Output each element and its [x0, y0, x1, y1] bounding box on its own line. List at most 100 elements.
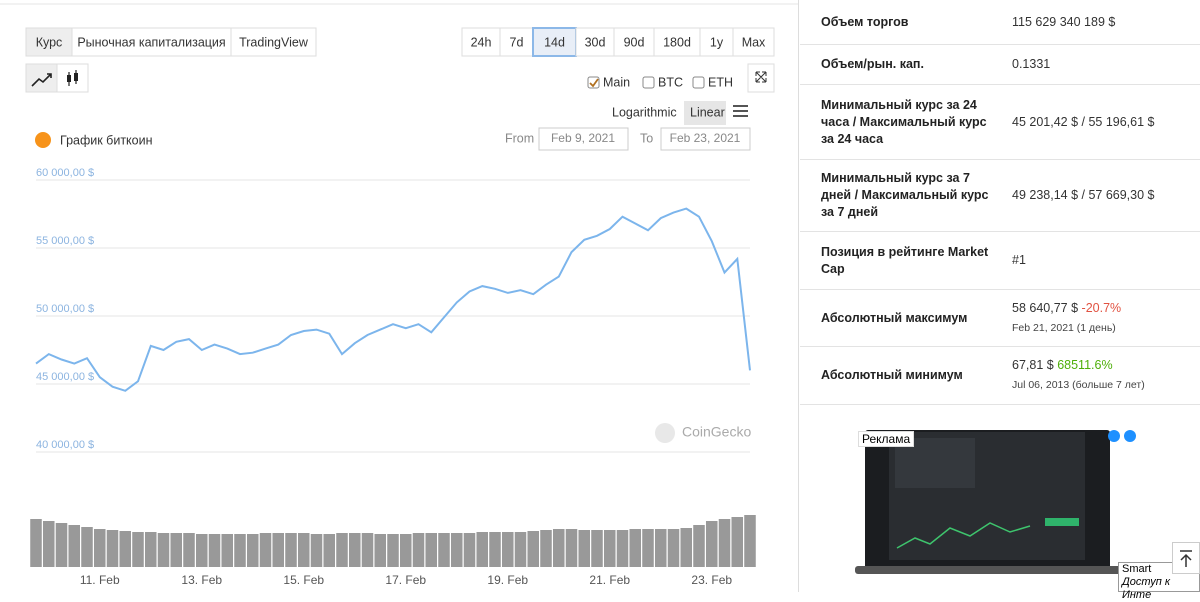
volume-bar: [132, 532, 144, 567]
x-tick-label: 13. Feb: [181, 573, 222, 587]
tab-label: Рыночная капитализация: [77, 35, 225, 49]
tab[interactable]: [230, 27, 317, 57]
volume-bar: [93, 529, 106, 567]
range-button[interactable]: [699, 27, 734, 57]
ad-label: Реклама: [858, 431, 915, 447]
x-tick-label: 19. Feb: [487, 573, 528, 587]
scroll-top[interactable]: [1172, 542, 1200, 574]
volume-bar: [450, 533, 463, 567]
stat-value: 49 238,14 $ / 57 669,30 $: [1012, 188, 1155, 202]
to-label: To: [640, 131, 653, 145]
volume-bar: [591, 530, 603, 567]
volume-bar: [476, 532, 489, 567]
from-label: From: [505, 131, 534, 145]
to-input[interactable]: [660, 127, 751, 151]
range-label: 30d: [585, 35, 606, 49]
scale-active[interactable]: [684, 101, 726, 125]
fullscreen-button[interactable]: [747, 63, 775, 93]
stat-label: Объем/рын. кап.: [821, 57, 924, 71]
ad-tagline: Доступ к Инте: [1122, 576, 1171, 601]
range-label: 1y: [710, 35, 724, 49]
volume-bar: [348, 533, 361, 567]
volume-bar: [170, 533, 183, 567]
stat-label: Минимальный курс за 24 часа / Максимальн…: [821, 97, 987, 146]
scale-option[interactable]: Linear: [690, 105, 725, 119]
stats-table: Объем торгов 115 629 340 189 $ Объем/рын. …: [800, 0, 1200, 405]
stat-value-cell: 49 238,14 $ / 57 669,30 $: [1012, 187, 1155, 204]
stat-change: -20.7%: [1081, 300, 1122, 315]
toggle-label: BTC: [658, 75, 683, 89]
to-date: Feb 23, 2021: [670, 131, 741, 145]
stat-value-cell: 0.1331: [1012, 56, 1050, 73]
volume-bar: [693, 525, 705, 567]
volume-bar: [603, 530, 616, 567]
candle-type-button[interactable]: [56, 63, 89, 93]
volume-bar: [144, 532, 157, 567]
stat-label: Объем торгов: [821, 14, 909, 29]
ad-brand-name: Smart: [1122, 563, 1152, 575]
volume-bar: [55, 523, 68, 567]
ad-image: [855, 430, 1136, 574]
stat-value: 58 640,77 $: [1012, 300, 1079, 315]
watermark-logo: [655, 423, 675, 443]
checkbox[interactable]: [642, 76, 655, 89]
volume-bar: [106, 530, 119, 567]
price-line: [35, 207, 751, 392]
stat-value-line: 58 640,77 $ -20.7%: [1012, 300, 1121, 317]
checkbox[interactable]: [692, 76, 705, 89]
volume-bar: [221, 534, 234, 567]
line-icon: [31, 73, 52, 87]
checkmark: [589, 78, 599, 88]
range-label: 90d: [624, 35, 645, 49]
stat-value-cell: 58 640,77 $ -20.7% Feb 21, 2021 (1 день): [1012, 300, 1121, 337]
range-button[interactable]: [732, 27, 775, 57]
volume-bar: [272, 533, 285, 567]
line-type-button[interactable]: [25, 63, 58, 93]
volume-bar: [259, 533, 272, 567]
x-tick-label: 21. Feb: [589, 573, 630, 587]
volume-bar: [565, 529, 578, 567]
volume-bar: [387, 534, 399, 567]
volume-bar: [501, 532, 514, 567]
volume-bar: [616, 530, 629, 567]
range-label: 7d: [510, 35, 524, 49]
checkbox[interactable]: [587, 76, 600, 89]
volume-bar: [42, 521, 55, 567]
stat-label: Абсолютный минимум: [821, 368, 963, 382]
volume-bar: [234, 534, 246, 567]
menu-icon: [733, 105, 748, 117]
volume-bar: [246, 534, 259, 567]
x-tick-label: 15. Feb: [283, 573, 324, 587]
stat-row: Абсолютный максимум 58 640,77 $ -20.7% Feb…: [800, 290, 1200, 347]
stat-row: Позиция в рейтинге Market Cap #1: [800, 232, 1200, 290]
volume-bar: [297, 533, 310, 567]
volume-bar: [119, 531, 132, 567]
toggle-label: ETH: [708, 75, 733, 89]
stat-note: Jul 06, 2013 (больше 7 лет): [1012, 379, 1145, 391]
stat-value: 67,81 $: [1012, 358, 1054, 372]
stat-label: Абсолютный максимум: [821, 310, 968, 325]
stat-value-cell: 67,81 $ 68511.6% Jul 06, 2013 (больше 7 л…: [1012, 357, 1145, 394]
stat-value: 45 201,42 $ / 55 196,61 $: [1012, 114, 1155, 129]
from-input[interactable]: [538, 127, 629, 151]
scroll-icon: [1180, 550, 1192, 567]
scale-option[interactable]: Logarithmic: [612, 105, 677, 119]
y-tick-label: 55 000,00 $: [36, 235, 94, 247]
volume-bar: [183, 533, 195, 567]
volume-bar: [642, 529, 654, 567]
tab[interactable]: [71, 27, 232, 57]
chart-panel: Курс Рыночная капитализация TradingView 24h…: [0, 3, 798, 587]
volume-bar: [412, 533, 425, 567]
volume-bar: [744, 515, 756, 567]
volume-bar: [81, 527, 93, 567]
ad[interactable]: Реклама: [855, 428, 1138, 577]
range-button[interactable]: [653, 27, 701, 57]
volume-bar: [310, 534, 323, 567]
volume-bar: [629, 529, 642, 567]
volume-bar: [718, 519, 731, 567]
range-label: 24h: [471, 35, 492, 49]
volume-bar: [361, 533, 374, 567]
divider: [798, 0, 799, 592]
range-label: 180d: [663, 35, 691, 49]
